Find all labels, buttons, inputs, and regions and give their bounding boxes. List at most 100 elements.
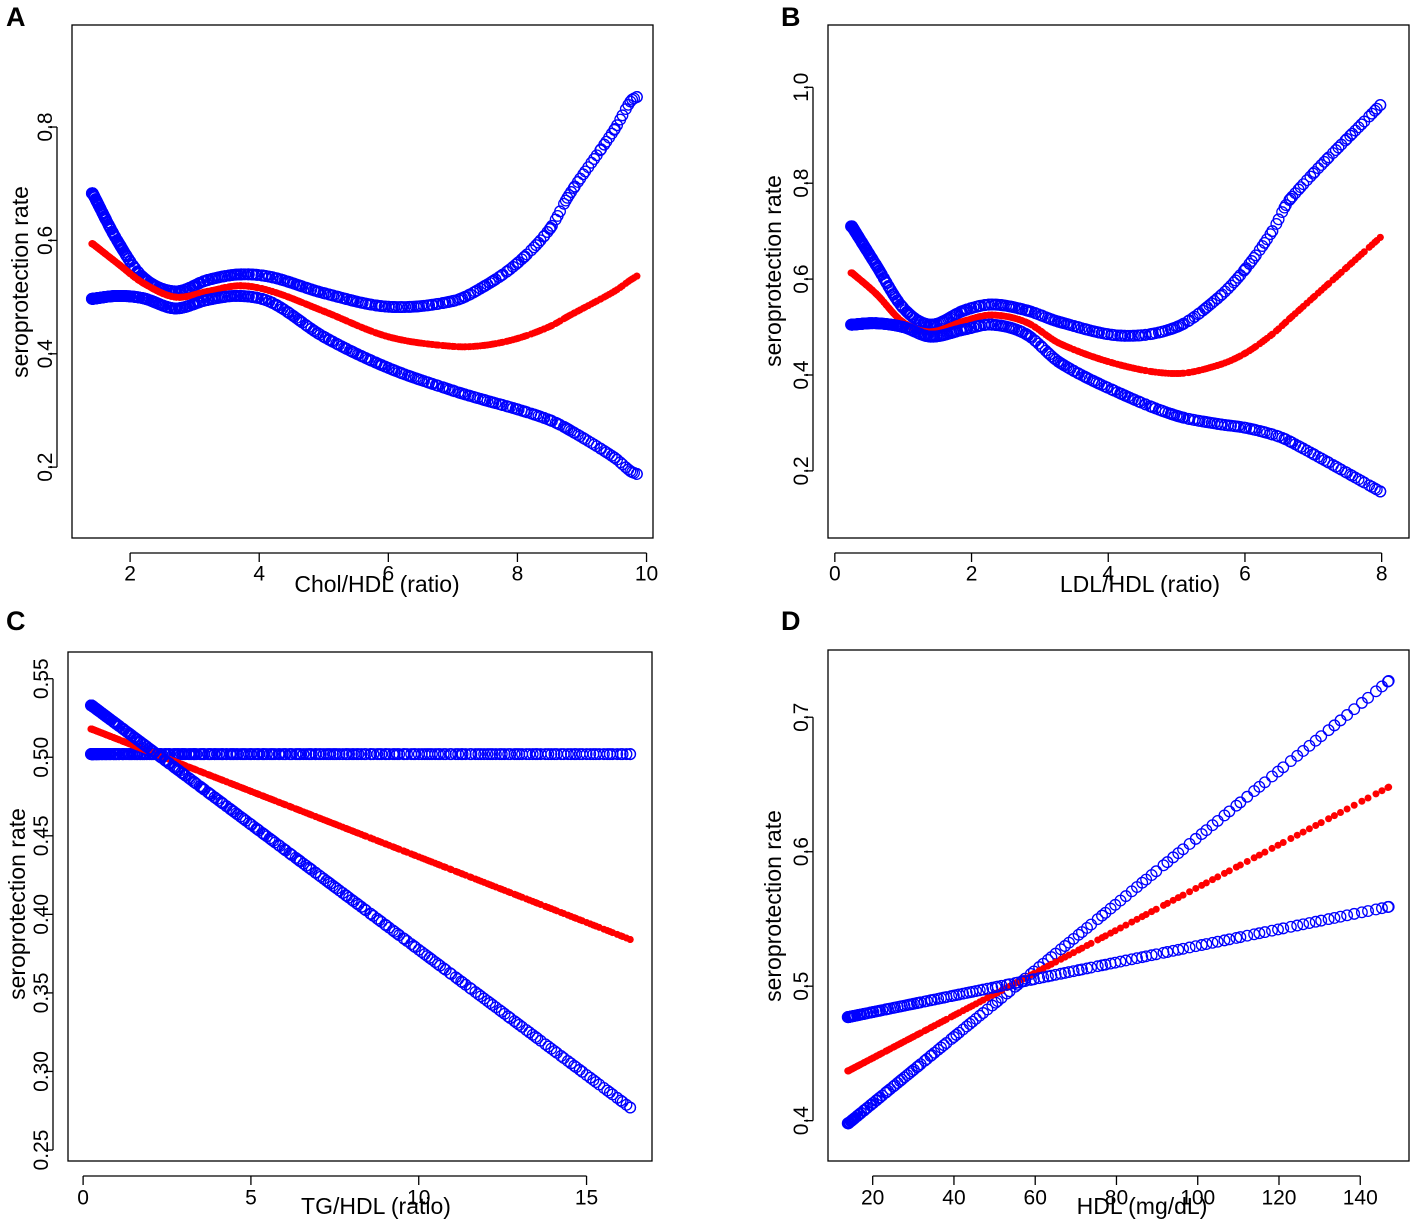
ci-point [1124,329,1137,342]
y-tick-label: 0.6 [34,226,57,255]
ci-point [409,748,422,761]
ci-point [1223,805,1236,818]
estimate-point [1305,825,1313,833]
ci-series [845,317,1387,498]
ci-point [1223,933,1236,946]
ci-point [1258,926,1271,939]
ci-point [1328,911,1341,924]
ci-point [1211,935,1224,948]
y-tick-label: 0.50 [30,737,53,778]
ci-point [1177,942,1190,955]
ci-point [1315,914,1328,927]
x-tick-label: 60 [1024,1186,1047,1209]
estimate-point [1312,821,1320,829]
ci-point [475,748,487,761]
ci-point [279,748,292,761]
ci-point [542,1040,555,1053]
ci-point [977,983,990,996]
ci-point [1346,127,1359,140]
panel-c-y-axis: 0.25 0.30 0.35 0.40 0.45 0.50 0.55 [30,658,54,1170]
panel-c-x-axis-title: TG/HDL (ratio) [301,1193,451,1219]
x-tick-label: 20 [861,1186,884,1209]
ci-point [567,182,580,195]
ci-point [616,748,629,761]
ci-point [520,248,533,261]
ci-point [478,748,491,761]
ci-point [352,898,365,911]
ci-point [526,748,539,761]
panel-a-y-axis: 0.2 0.4 0.6 0.8 [34,112,58,482]
y-tick-label: 0.35 [30,972,53,1013]
estimate-point [626,935,634,943]
ci-series [841,900,1395,1024]
estimate-point [1261,848,1269,856]
estimate-point [1343,805,1351,813]
x-tick-label: 10 [635,562,658,585]
estimate-point [1293,831,1301,839]
estimate-point [1268,844,1276,852]
ci-point [1247,251,1260,264]
ci-point [1297,918,1310,931]
ci-point [452,748,465,761]
ci-point [1334,910,1347,923]
x-tick-label: 8 [1376,562,1388,585]
x-tick-label: 8 [512,562,524,585]
ci-point [523,748,536,761]
panel-d-y-axis-title: seroprotection rate [760,810,786,1002]
ci-point [1218,934,1231,947]
panel-a-x-axis: 2 4 6 8 10 [124,552,658,585]
ci-point [539,1038,552,1051]
ci-point [1322,913,1335,926]
ci-point [1119,954,1132,967]
estimate-series [847,233,1384,378]
y-tick-label: 0.8 [790,169,813,198]
panel-d-y-axis: 0.4 0.5 0.6 0.7 [790,703,814,1136]
ci-point [1278,201,1291,214]
estimate-point [1330,812,1338,820]
x-tick-label: 4 [253,562,265,585]
estimate-point [1282,318,1290,326]
ci-point [1286,190,1299,203]
ci-point [518,250,531,263]
ci-point [630,467,643,480]
ci-point [1341,909,1354,922]
panel-b-y-axis: 0.2 0.4 0.6 0.8 1.0 [790,73,814,485]
panel-a-x-axis-title: Chol/HDL (ratio) [294,571,459,597]
estimate-point [1336,808,1344,816]
panel-b-plot-frame [827,24,1410,539]
panel-d-x-axis: 20 40 60 80 100 120 140 [861,1175,1378,1209]
ci-point [375,748,388,761]
panel-c: C 0 5 10 15 0.25 0.30 0.35 0.40 0.45 0.50 0.55 TG… [4,606,653,1219]
ci-point [425,748,438,761]
ci-point [1315,730,1328,743]
ci-point [1349,124,1362,137]
ci-point [1352,121,1365,134]
estimate-point [633,272,641,280]
ci-point [561,191,574,204]
ci-point [425,953,438,966]
ci-point [1303,917,1316,929]
ci-series [85,289,643,480]
ci-point [1272,923,1284,936]
estimate-point [1087,939,1095,947]
ci-point [545,748,558,761]
ci-point [1076,963,1088,976]
y-tick-label: 0.55 [30,658,53,699]
y-tick-label: 0.4 [790,360,813,390]
ci-point [1150,865,1163,878]
ci-point [587,1074,600,1087]
y-tick-label: 0.4 [790,1106,813,1136]
ci-point [582,435,595,447]
ci-point [1322,151,1335,164]
ci-point [1272,213,1285,226]
panel-a-data-points [85,91,643,480]
ci-point [489,1001,502,1014]
ci-point [1025,331,1038,344]
ci-point [169,762,182,774]
estimate-series [87,725,634,943]
panel-d: D 20 40 60 80 100 120 140 0.4 0.5 0.6 0.7 HDL (mg… [760,606,1410,1219]
y-tick-label: 0.4 [34,339,57,369]
panel-c-y-axis-title: seroprotection rate [4,808,30,1000]
ci-point [1362,905,1374,918]
ci-point [1348,703,1361,716]
